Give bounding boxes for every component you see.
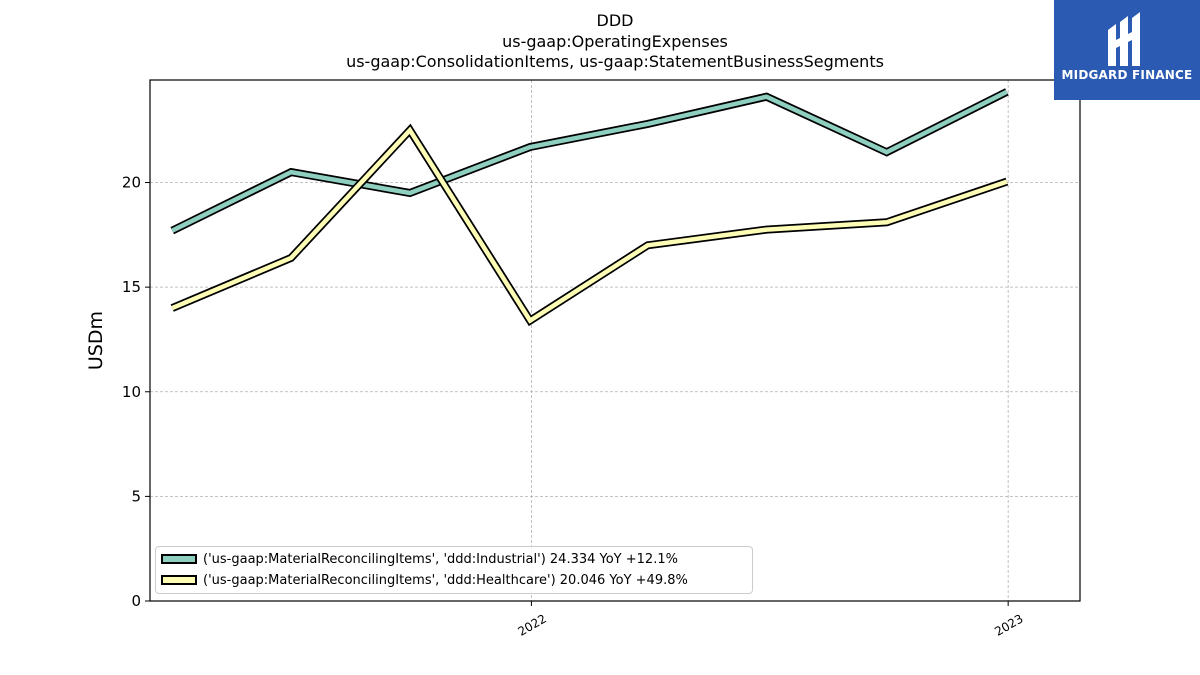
legend-label-industrial: ('us-gaap:MaterialReconcilingItems', 'dd… [203,551,678,567]
legend-entry-healthcare: ('us-gaap:MaterialReconcilingItems', 'dd… [161,570,688,590]
legend-swatch-healthcare [161,575,197,585]
chart-title: DDD [596,11,634,30]
x-tick-label: 2023 [992,611,1025,638]
series-outline-0 [170,88,1009,235]
y-tick-label: 0 [131,592,141,610]
x-tick-label: 2022 [515,611,548,638]
y-tick-label: 5 [131,487,141,505]
legend-entry-industrial: ('us-gaap:MaterialReconcilingItems', 'dd… [161,549,678,569]
legend-label-healthcare: ('us-gaap:MaterialReconcilingItems', 'dd… [203,572,688,588]
series-line-1 [171,126,1008,324]
y-tick-label: 15 [122,278,141,296]
chart-subtitle-metric: us-gaap:OperatingExpenses [502,32,728,51]
midgard-finance-logo: MIDGARD FINANCE [1054,0,1200,100]
y-axis-label: USDm [85,311,107,370]
y-tick-label: 20 [122,174,141,192]
chart-subtitle-axes: us-gaap:ConsolidationItems, us-gaap:Stat… [346,52,884,71]
plot-frame [149,79,1081,602]
legend-swatch-industrial [161,554,197,564]
chart-legend: ('us-gaap:MaterialReconcilingItems', 'dd… [155,546,753,594]
series-outline-1 [170,123,1009,327]
logo-text: MIDGARD FINANCE [1061,68,1193,82]
midgard-logo-icon [1108,12,1140,66]
series-line-0 [171,89,1008,233]
y-tick-label: 10 [122,383,141,401]
